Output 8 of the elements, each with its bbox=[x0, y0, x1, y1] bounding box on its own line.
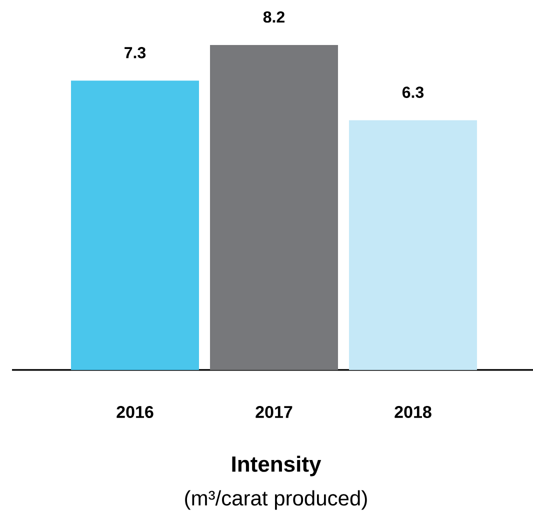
data-label: 6.3 bbox=[402, 86, 424, 98]
data-label: 8.2 bbox=[263, 11, 284, 23]
text: (m³/carat produced) bbox=[185, 490, 367, 510]
x-tick-label: 2018 bbox=[394, 406, 432, 418]
x-tick-label: 2016 bbox=[116, 406, 154, 418]
data-label: 7.3 bbox=[124, 46, 146, 58]
x-tick-label: 2017 bbox=[256, 406, 292, 418]
text: Intensity bbox=[232, 456, 322, 476]
